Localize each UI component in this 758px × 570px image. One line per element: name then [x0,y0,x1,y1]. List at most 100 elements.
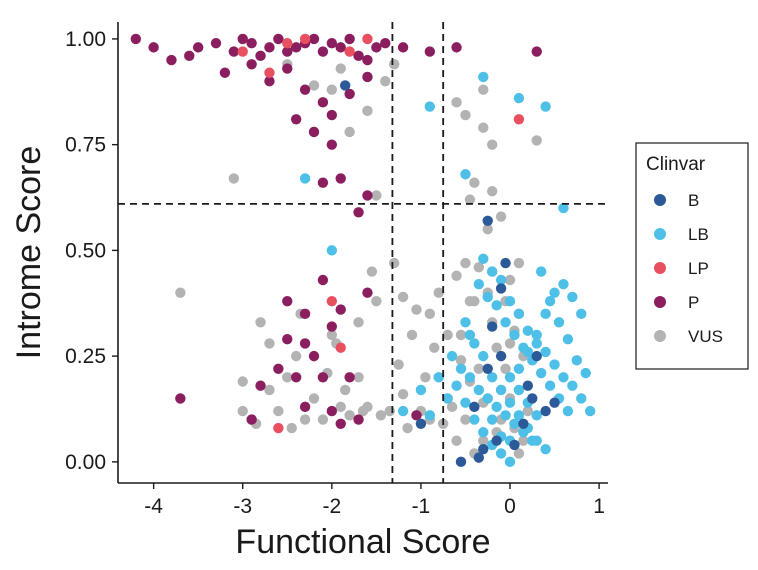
point-lb-18 [567,380,578,391]
point-p-46 [299,308,311,320]
point-lb-83 [486,414,498,425]
point-b-4 [527,393,538,404]
point-vus-96 [384,405,395,417]
point-b-8 [509,439,520,451]
point-vus-87 [411,304,422,315]
point-lb-25 [495,384,507,396]
point-vus-79 [464,295,476,307]
point-lb-61 [535,266,547,277]
point-p-40 [317,177,329,188]
point-b-12 [522,380,534,391]
point-vus-45 [344,126,355,138]
point-p-54 [299,401,311,413]
point-lb-2 [540,101,551,112]
point-lb-34 [478,427,489,438]
point-p-21 [362,54,373,66]
legend-marker-lb [654,228,666,240]
point-lb-68 [500,317,511,328]
point-lb-63 [553,317,565,328]
point-p-15 [308,33,320,45]
point-lb-44 [567,291,578,303]
point-vus-25 [460,414,471,425]
x-tick-label: 0 [504,495,516,518]
point-b-18 [549,397,560,408]
legend-marker-vus [654,330,666,342]
point-vus-15 [375,410,387,421]
point-b-1 [482,215,493,226]
point-p-0 [130,33,142,45]
point-p-22 [371,42,382,53]
point-vus-20 [424,308,436,320]
point-vus-40 [478,84,489,95]
point-vus-68 [308,393,320,404]
point-lb-41 [540,308,551,320]
point-vus-35 [504,338,516,349]
reference-lines [118,22,608,483]
point-b-11 [495,350,507,362]
point-vus-30 [482,224,493,235]
point-b-16 [415,418,427,429]
point-lb-21 [460,317,471,328]
x-tick-label: -4 [144,495,163,518]
point-lb-42 [549,287,560,298]
point-vus-97 [402,422,413,434]
point-vus-28 [473,363,485,375]
point-p-24 [397,42,409,53]
point-p-31 [282,63,293,74]
point-p-37 [290,114,302,125]
point-b-0 [339,80,351,91]
point-lp-3 [299,33,311,45]
point-vus-2 [255,317,266,328]
x-tick-label: 1 [593,495,605,518]
legend-label-p: P [688,293,699,312]
point-vus-76 [478,435,489,446]
point-p-11 [273,33,284,45]
point-vus-77 [513,448,525,459]
point-lb-49 [415,384,427,396]
point-lb-70 [518,342,529,353]
point-p-53 [353,414,364,425]
point-p-52 [344,372,355,383]
point-vus-11 [344,410,355,421]
point-p-41 [335,173,346,184]
point-lp-9 [273,422,284,434]
point-vus-60 [451,435,462,446]
point-lb-78 [464,329,476,341]
point-lb-52 [455,363,467,375]
point-p-6 [228,46,240,57]
point-lb-12 [513,308,525,320]
point-p-4 [192,42,204,53]
point-lb-79 [504,372,516,383]
point-p-49 [308,350,320,362]
point-lb-27 [513,410,525,421]
point-lb-76 [473,279,485,290]
point-p-3 [184,50,195,62]
point-lb-80 [513,384,525,396]
point-vus-72 [460,257,471,269]
point-p-27 [531,46,542,57]
point-vus-69 [393,359,404,370]
point-p-18 [335,42,346,53]
point-p-44 [175,393,186,404]
points-layer [130,33,596,468]
point-lp-2 [282,37,293,49]
point-p-25 [424,46,436,57]
point-lb-58 [509,418,520,429]
legend-label-lp: LP [688,259,709,278]
point-p-58 [362,287,373,298]
point-vus-37 [513,257,525,269]
point-vus-18 [406,329,418,341]
point-vus-24 [455,329,467,341]
point-p-2 [166,54,177,66]
point-p-51 [273,363,284,375]
point-p-34 [326,109,338,121]
point-vus-10 [335,401,346,413]
point-vus-92 [339,384,351,396]
point-lp-1 [264,67,275,78]
point-lp-8 [335,342,346,353]
point-p-59 [299,338,311,349]
point-p-19 [344,33,355,45]
point-vus-53 [460,109,471,121]
point-vus-49 [371,190,382,201]
